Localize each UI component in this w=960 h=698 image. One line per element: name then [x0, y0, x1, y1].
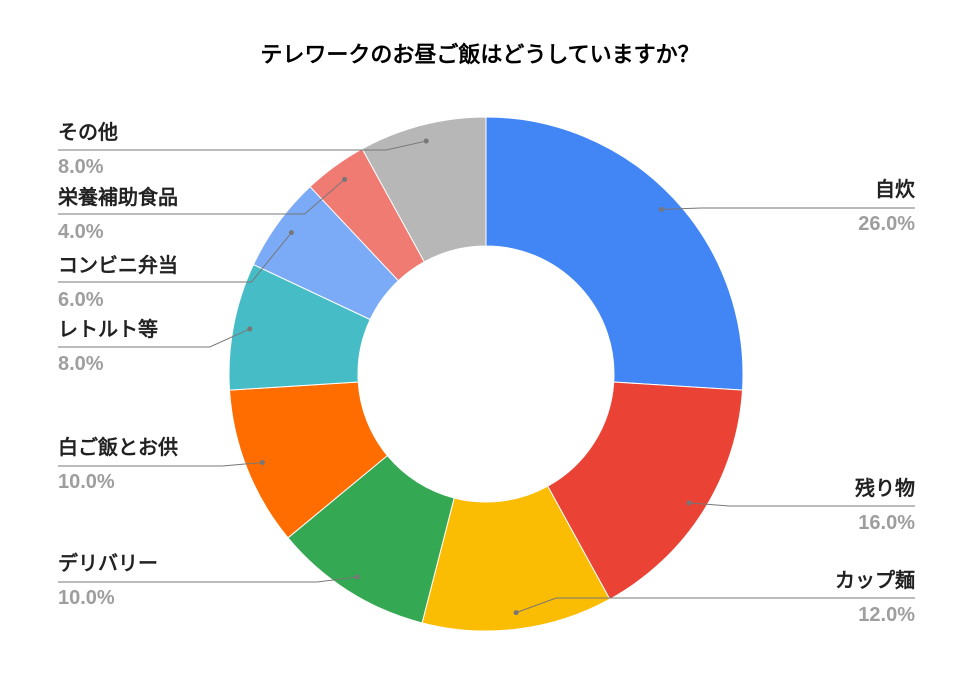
- slice-percent-2: 12.0%: [858, 604, 915, 626]
- slice-label-3: デリバリー: [58, 551, 158, 575]
- slice-percent-4: 10.0%: [58, 471, 115, 493]
- leader-dot-5: [247, 326, 253, 332]
- slice-percent-0: 26.0%: [858, 213, 915, 235]
- chart-title: テレワークのお昼ご飯はどうしていますか？: [260, 42, 699, 68]
- leader-line-7: [58, 179, 345, 215]
- leaders-group: [58, 138, 915, 616]
- slice-label-0: 自炊: [875, 177, 916, 201]
- leader-line-0: [661, 207, 915, 210]
- leader-dot-7: [342, 176, 348, 182]
- leader-dot-4: [259, 460, 265, 466]
- slice-label-6: コンビニ弁当: [58, 253, 178, 277]
- leader-line-4: [58, 462, 263, 467]
- leader-line-1: [689, 502, 915, 507]
- slice-percent-7: 4.0%: [58, 221, 104, 243]
- slice-label-8: その他: [58, 120, 118, 144]
- leader-line-6: [58, 232, 292, 283]
- leader-line-3: [58, 576, 358, 583]
- leader-dot-3: [354, 574, 360, 580]
- slice-label-7: 栄養補助食品: [57, 185, 178, 209]
- slice-1: [546, 381, 744, 600]
- leader-dot-0: [658, 206, 664, 212]
- slice-8: [361, 116, 487, 263]
- leader-dot-6: [288, 230, 294, 236]
- slice-label-2: カップ麺: [835, 568, 915, 592]
- leader-dot-1: [686, 500, 692, 506]
- slice-percent-5: 8.0%: [58, 353, 104, 375]
- slice-label-1: 残り物: [855, 476, 915, 500]
- slice-percent-8: 8.0%: [58, 156, 104, 178]
- leader-line-8: [58, 140, 427, 151]
- slice-percent-6: 6.0%: [58, 289, 104, 311]
- leader-line-2: [515, 597, 915, 614]
- slice-percent-3: 10.0%: [58, 587, 115, 609]
- slice-0: [485, 116, 744, 391]
- leader-line-5: [58, 328, 250, 348]
- slice-label-5: レトルト等: [58, 317, 158, 341]
- slice-percent-1: 16.0%: [858, 512, 915, 534]
- labels-group: 自炊 26.0% 残り物 16.0% カップ麺 12.0% デリバリー 10.0% 白ご飯とお供…: [57, 120, 916, 626]
- leader-dot-8: [423, 138, 429, 144]
- slice-label-4: 白ご飯とお供: [58, 435, 178, 459]
- leader-dot-2: [513, 610, 519, 616]
- slices-group: [228, 116, 744, 632]
